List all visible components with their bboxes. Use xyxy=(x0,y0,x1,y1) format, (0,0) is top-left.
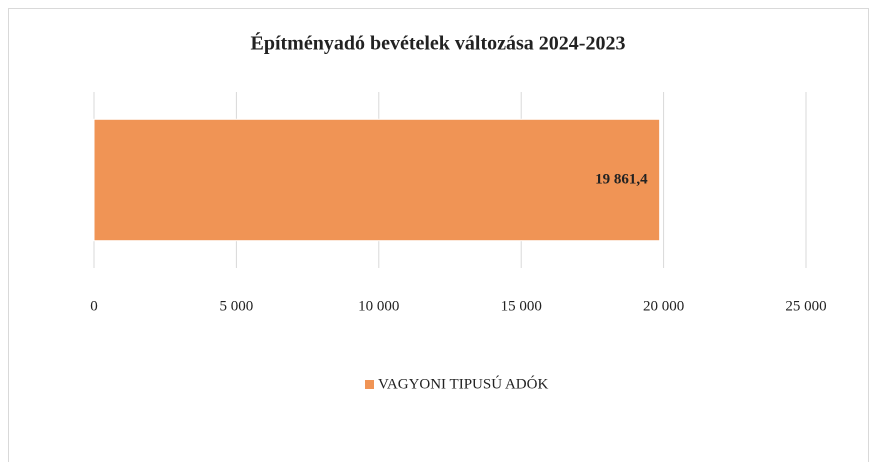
legend-swatch xyxy=(365,380,374,389)
data-label: 19 861,4 xyxy=(595,171,648,187)
x-tick-label: 0 xyxy=(90,298,98,314)
legend-label: VAGYONI TIPUSÚ ADÓK xyxy=(378,375,548,392)
x-tick-label: 5 000 xyxy=(220,298,254,314)
bar xyxy=(93,118,661,242)
chart-title: Építményadó bevételek változása 2024-202… xyxy=(251,32,626,55)
x-tick-label: 20 000 xyxy=(643,298,684,314)
x-tick-label: 15 000 xyxy=(501,298,542,314)
x-tick-label: 25 000 xyxy=(785,298,826,314)
x-tick-label: 10 000 xyxy=(358,298,399,314)
